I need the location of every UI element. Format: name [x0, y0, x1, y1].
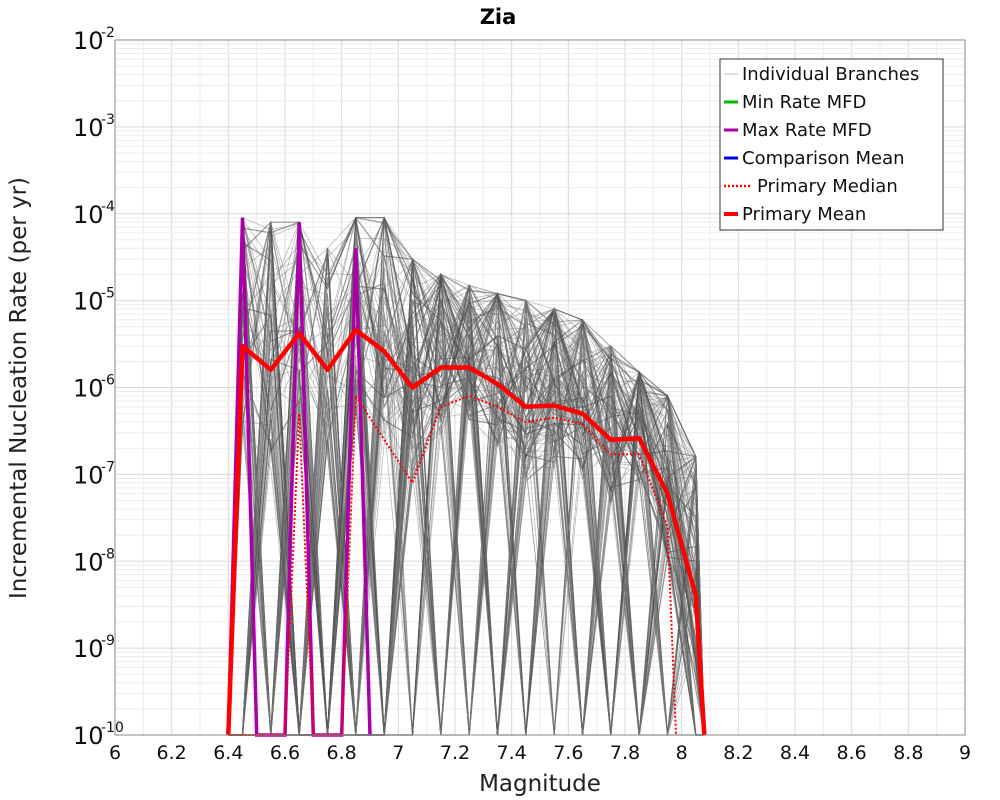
chart-title: Zia [480, 5, 517, 29]
y-tick-exponent: -6 [101, 373, 115, 389]
plot-frame [114, 39, 966, 736]
y-tick-exponent: -3 [101, 112, 115, 128]
x-tick-label: 9 [959, 742, 971, 764]
x-tick-label: 6.4 [213, 742, 243, 764]
x-tick-label: 7.6 [553, 742, 583, 764]
x-axis-label: Magnitude [479, 771, 601, 797]
y-tick-exponent: -8 [101, 546, 115, 562]
x-tick-label: 7 [392, 742, 404, 764]
y-tick-label: 10 [73, 114, 104, 142]
x-tick-label: 6 [109, 742, 121, 764]
x-tick-label: 8 [676, 742, 688, 764]
legend-label: Max Rate MFD [742, 120, 872, 141]
series-line-primary-mean [226, 327, 707, 736]
legend-label: Comparison Mean [742, 148, 905, 169]
y-tick-exponent: -7 [101, 459, 115, 475]
y-tick-exponent: -9 [101, 633, 115, 649]
branch-line [228, 285, 705, 736]
y-tick-label: 10 [73, 461, 104, 489]
y-tick-label: 10 [73, 548, 104, 576]
legend-label: Min Rate MFD [742, 92, 866, 113]
x-ticks: 6 6.2 6.4 6.6 6.8 7 7.2 7.4 7.6 7.8 8 8.2 8.4 8.6 8.8 9 [109, 742, 971, 764]
x-tick-label: 8.8 [893, 742, 923, 764]
legend-label: Individual Branches [742, 64, 919, 85]
series-line-primary-median [228, 392, 677, 736]
y-tick-exponent: -4 [101, 199, 115, 215]
y-tick-exponent: -2 [101, 25, 115, 41]
y-tick-label: 10 [73, 27, 104, 55]
legend: Individual Branches Min Rate MFD Max Rate … [719, 58, 944, 231]
x-tick-label: 7.4 [497, 742, 527, 764]
x-tick-label: 8.2 [723, 742, 753, 764]
legend-label: Primary Mean [742, 204, 866, 225]
y-tick-exponent: -10 [101, 720, 124, 736]
legend-box [719, 58, 944, 231]
series-lines [226, 217, 707, 737]
x-tick-label: 8.4 [780, 742, 810, 764]
x-tick-label: 8.6 [837, 742, 867, 764]
y-axis-label: Incremental Nucleation Rate (per yr) [6, 177, 32, 599]
y-ticks: 10-210-310-410-510-610-710-810-910-10 [73, 25, 124, 750]
y-tick-exponent: -5 [101, 286, 115, 302]
y-tick-label: 10 [73, 722, 104, 750]
y-tick-label: 10 [73, 201, 104, 229]
x-tick-label: 7.2 [440, 742, 470, 764]
x-tick-label: 6.8 [327, 742, 357, 764]
y-tick-label: 10 [73, 635, 104, 663]
x-tick-label: 6.6 [270, 742, 300, 764]
legend-label: Primary Median [757, 176, 898, 197]
series-line-max-rate-mfd [226, 217, 372, 737]
x-tick-label: 6.2 [157, 742, 187, 764]
y-tick-label: 10 [73, 288, 104, 316]
x-tick-label: 7.8 [610, 742, 640, 764]
branch-line [228, 222, 705, 736]
y-tick-label: 10 [73, 375, 104, 403]
branch-line [227, 247, 705, 736]
